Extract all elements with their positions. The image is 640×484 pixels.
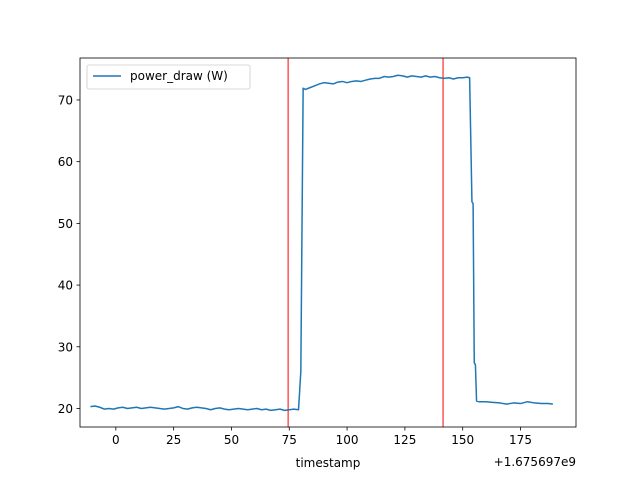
x-offset-label: +1.675697e9 bbox=[494, 455, 576, 469]
y-tick-label: 30 bbox=[58, 340, 73, 354]
x-axis-label: timestamp bbox=[296, 456, 361, 470]
y-tick-label: 70 bbox=[58, 93, 73, 107]
y-tick-label: 60 bbox=[58, 155, 73, 169]
x-tick-label: 100 bbox=[336, 433, 359, 447]
x-tick-label: 50 bbox=[224, 433, 239, 447]
legend-label: power_draw (W) bbox=[130, 69, 228, 83]
x-tick-label: 150 bbox=[451, 433, 474, 447]
x-tick-label: 75 bbox=[282, 433, 297, 447]
y-tick-label: 20 bbox=[58, 402, 73, 416]
plot-area-background bbox=[80, 58, 576, 427]
legend-box bbox=[86, 64, 251, 90]
x-tick-label: 175 bbox=[509, 433, 532, 447]
x-tick-label: 125 bbox=[393, 433, 416, 447]
x-tick-label: 25 bbox=[166, 433, 181, 447]
legend: power_draw (W) bbox=[86, 64, 251, 90]
x-tick-label: 0 bbox=[112, 433, 120, 447]
y-tick-label: 50 bbox=[58, 217, 73, 231]
series-line bbox=[90, 74, 553, 412]
plot-frame bbox=[79, 57, 577, 428]
y-tick-label: 40 bbox=[58, 279, 73, 293]
